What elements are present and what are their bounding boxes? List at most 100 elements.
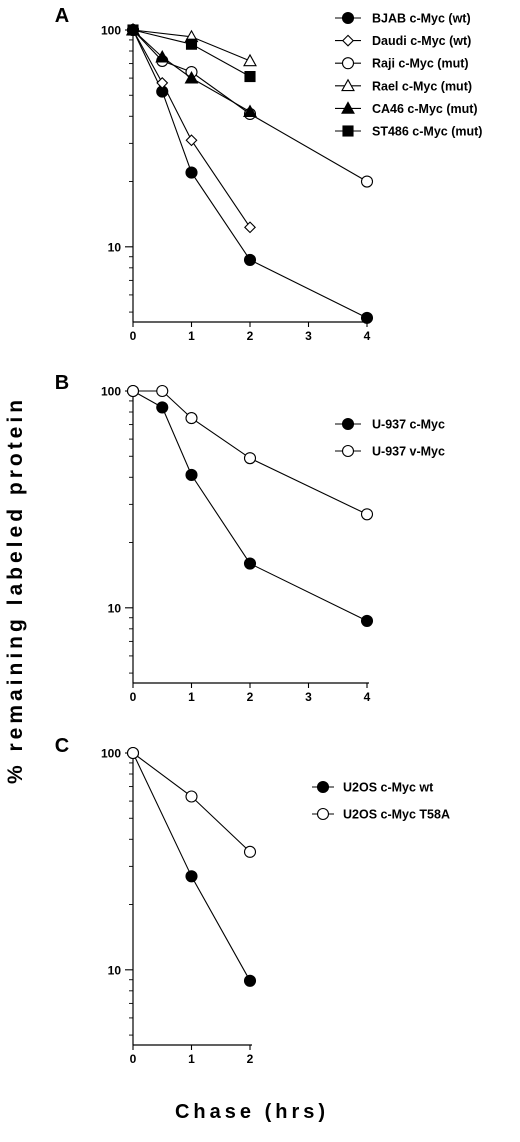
y-tick-label: 10	[108, 601, 122, 615]
data-point	[243, 557, 257, 570]
data-point	[155, 49, 170, 63]
data-point	[185, 870, 198, 883]
data-point	[156, 76, 169, 89]
legend-item: Daudi c-Myc (wt)	[335, 34, 471, 48]
data-point	[244, 221, 256, 234]
series-u-937-c-myc	[126, 384, 374, 627]
x-tick-label: 0	[130, 690, 137, 704]
legend-marker	[341, 101, 355, 114]
legend: BJAB c-Myc (wt) Daudi c-Myc (wt) Raji c-My…	[335, 12, 482, 139]
data-point	[126, 746, 140, 760]
legend-label: U2OS c-Myc T58A	[343, 808, 450, 822]
legend-marker	[316, 780, 330, 794]
data-point	[360, 508, 374, 521]
legend-label: CA46 c-Myc (mut)	[372, 102, 478, 116]
legend-label: Rael c-Myc (mut)	[372, 79, 472, 93]
data-point	[243, 53, 257, 67]
data-point	[185, 412, 198, 425]
panel-letter: B	[55, 372, 69, 394]
y-tick-label: 100	[101, 385, 121, 399]
data-point	[244, 70, 256, 83]
legend-item: U2OS c-Myc wt	[312, 781, 434, 795]
legend-item: U-937 v-Myc	[335, 445, 445, 459]
data-point	[360, 614, 374, 627]
legend-marker	[341, 78, 355, 92]
legend-label: U-937 v-Myc	[372, 445, 445, 459]
x-tick-label: 4	[364, 329, 371, 343]
legend-marker	[342, 125, 354, 137]
data-point	[185, 166, 198, 179]
data-point	[243, 253, 257, 266]
x-tick-label: 2	[247, 329, 254, 343]
series-line	[132, 752, 251, 982]
legend: U2OS c-Myc wt U2OS c-Myc T58A	[312, 781, 450, 822]
legend: U-937 c-Myc U-937 v-Myc	[335, 418, 445, 459]
series-line	[132, 29, 251, 228]
legend-item: BJAB c-Myc (wt)	[335, 12, 471, 26]
series-u2os-c-myc-wt	[126, 746, 257, 987]
panel-letter: C	[55, 735, 69, 757]
legend-item: ST486 c-Myc (mut)	[335, 125, 482, 139]
series-line	[132, 390, 368, 622]
legend-marker	[316, 807, 330, 821]
data-point	[243, 845, 257, 858]
legend-item: CA46 c-Myc (mut)	[335, 101, 478, 116]
data-point	[185, 790, 198, 803]
x-tick-label: 1	[188, 1052, 195, 1066]
legend-label: ST486 c-Myc (mut)	[372, 125, 482, 139]
series-u-937-v-myc	[126, 384, 374, 521]
data-point	[185, 468, 198, 482]
legend-item: U2OS c-Myc T58A	[312, 808, 450, 822]
x-tick-label: 1	[188, 690, 195, 704]
legend-item: U-937 c-Myc	[335, 418, 445, 432]
y-tick-label: 10	[108, 240, 122, 254]
data-point	[243, 104, 257, 118]
x-tick-label: 3	[305, 690, 312, 704]
data-point	[184, 70, 199, 84]
data-point	[127, 24, 139, 36]
y-axis-title: % remaining labeled protein	[4, 396, 27, 784]
data-point	[185, 38, 198, 50]
legend-marker	[341, 11, 355, 25]
legend-label: Raji c-Myc (mut)	[372, 57, 469, 71]
legend-label: U2OS c-Myc wt	[343, 781, 434, 795]
data-point	[360, 311, 374, 324]
y-tick-label: 100	[101, 747, 121, 761]
data-point	[360, 175, 374, 188]
y-tick-label: 100	[101, 24, 121, 38]
x-tick-label: 0	[130, 1052, 137, 1066]
legend-marker	[342, 34, 354, 47]
data-point	[156, 384, 169, 398]
x-tick-label: 2	[247, 1052, 254, 1066]
legend-marker	[341, 444, 355, 458]
x-tick-label: 3	[305, 329, 312, 343]
chart-panel-c: C 0 1 2 100 10 U2OS c-Myc wt U2OS c-Myc T58A	[55, 735, 450, 1066]
data-point	[243, 452, 257, 465]
series-line	[132, 29, 251, 113]
x-axis-title: Chase (hrs)	[175, 1101, 329, 1123]
legend-marker	[341, 417, 355, 431]
x-tick-label: 0	[130, 329, 137, 343]
legend-item: Rael c-Myc (mut)	[335, 78, 472, 93]
panel-letter: A	[55, 5, 69, 27]
legend-label: BJAB c-Myc (wt)	[372, 12, 471, 26]
data-point	[126, 384, 140, 398]
series-daudi-c-myc-wt	[127, 24, 256, 234]
y-tick-label: 10	[108, 963, 122, 977]
data-point	[156, 401, 169, 414]
series-u2os-c-myc-t58a	[126, 746, 257, 858]
series-bjab-c-myc-wt	[126, 23, 374, 324]
x-tick-label: 4	[364, 690, 371, 704]
legend-item: Raji c-Myc (mut)	[335, 57, 469, 71]
legend-label: U-937 c-Myc	[372, 418, 445, 432]
chart-panel-a: A 0 1 2 3 4 100 10 BJAB c-Myc (wt) Daudi c-Myc (w…	[55, 5, 483, 343]
chart-panel-b: B 0 1 2 3 4 100 10 U-937 c-Myc U-937 v-Myc	[55, 372, 445, 704]
legend-marker	[341, 57, 355, 70]
data-point	[185, 134, 198, 147]
x-tick-label: 1	[188, 329, 195, 343]
data-point	[243, 974, 257, 987]
legend-label: Daudi c-Myc (wt)	[372, 34, 471, 48]
x-tick-label: 2	[247, 690, 254, 704]
series-st486-c-myc-mut	[127, 24, 256, 83]
